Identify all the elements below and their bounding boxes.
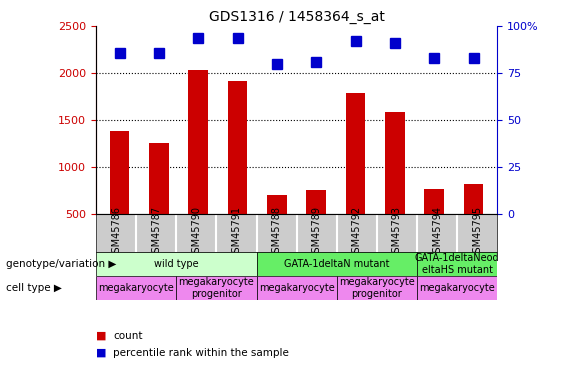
Text: GSM45791: GSM45791 <box>232 206 241 260</box>
Text: megakaryocyte
progenitor: megakaryocyte progenitor <box>179 277 254 299</box>
Text: megakaryocyte
progenitor: megakaryocyte progenitor <box>339 277 415 299</box>
Bar <box>176 276 257 300</box>
Text: GSM45786: GSM45786 <box>111 206 121 260</box>
Text: cell type ▶: cell type ▶ <box>6 283 62 293</box>
Text: ■: ■ <box>96 348 107 357</box>
Text: GATA-1deltaN mutant: GATA-1deltaN mutant <box>284 259 389 269</box>
Bar <box>257 252 417 276</box>
Bar <box>96 276 176 300</box>
Text: GATA-1deltaNeod
eltaHS mutant: GATA-1deltaNeod eltaHS mutant <box>415 253 499 274</box>
Text: count: count <box>113 331 142 340</box>
Bar <box>110 130 129 214</box>
Bar <box>417 252 497 276</box>
Bar <box>149 143 169 214</box>
Text: GSM45787: GSM45787 <box>151 206 161 260</box>
Title: GDS1316 / 1458364_s_at: GDS1316 / 1458364_s_at <box>208 10 385 24</box>
Text: megakaryocyte: megakaryocyte <box>419 283 495 293</box>
Bar <box>228 81 247 214</box>
Text: genotype/variation ▶: genotype/variation ▶ <box>6 259 116 269</box>
Bar <box>385 112 405 214</box>
Text: GSM45789: GSM45789 <box>312 206 321 260</box>
Bar <box>337 276 417 300</box>
Text: percentile rank within the sample: percentile rank within the sample <box>113 348 289 357</box>
Text: GSM45788: GSM45788 <box>272 206 281 260</box>
Bar <box>417 276 497 300</box>
Bar <box>464 184 484 214</box>
Bar <box>257 276 337 300</box>
Bar <box>96 252 257 276</box>
Text: GSM45790: GSM45790 <box>192 206 201 260</box>
Text: GSM45793: GSM45793 <box>392 206 402 260</box>
Bar <box>189 70 208 214</box>
Text: wild type: wild type <box>154 259 198 269</box>
Text: ■: ■ <box>96 331 107 340</box>
Bar <box>306 190 326 214</box>
Text: GSM45794: GSM45794 <box>432 206 442 260</box>
Text: GSM45792: GSM45792 <box>352 206 362 260</box>
Text: megakaryocyte: megakaryocyte <box>259 283 334 293</box>
Bar <box>346 93 366 214</box>
Bar <box>267 195 287 214</box>
Text: megakaryocyte: megakaryocyte <box>98 283 174 293</box>
Text: GSM45795: GSM45795 <box>472 206 482 260</box>
Bar <box>424 189 444 214</box>
